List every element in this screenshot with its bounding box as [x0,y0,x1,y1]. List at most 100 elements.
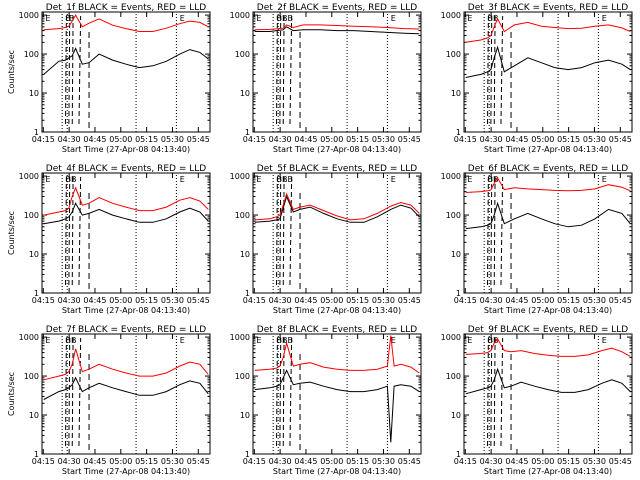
y-tick-label: 10 [240,411,250,420]
x-tick-label: 04:15 [243,296,266,305]
panel-6-frame [463,172,633,294]
x-tick-label: 04:30 [58,296,81,305]
panel-8-title: Det_8f BLACK = Events, RED = LLD [257,325,417,335]
event-marker-dashed [68,15,71,125]
event-marker-dashed [289,15,293,125]
x-tick-label: 04:15 [32,457,55,466]
y-tick-label: 10 [240,89,250,98]
x-tick-label: 05:00 [109,457,132,466]
y-tick-label: 100 [446,50,461,59]
panel-2-xlabel: Start Time (27-Apr-08 04:13:40) [273,145,401,154]
panel-7: Det_7f BLACK = Events, RED = LLD 1 10 100 10… [7,325,211,476]
event-marker-dashed [279,15,282,125]
panel-9: Det_9f BLACK = Events, RED = LLD 1 10 100 10… [441,325,633,476]
panel-6-xlabel: Start Time (27-Apr-08 04:13:40) [484,306,612,315]
events-series-line [465,367,631,395]
event-marker-label: E [45,175,50,184]
panel-5: Det_5f BLACK = Events, RED = LLD 1 10 100 10… [230,164,422,315]
x-tick-label: 05:15 [346,135,369,144]
panel-7-ylabel: Counts/sec [7,372,16,416]
y-tick-label: 1 [245,450,250,459]
x-tick-label: 05:30 [372,135,395,144]
panel-1: Det_1f BLACK = Events, RED = LLD 1 10 100 10… [7,3,211,154]
event-marker-dashed [490,176,493,286]
event-marker-dashed [282,176,285,286]
panel-3-xlabel: Start Time (27-Apr-08 04:13:40) [484,145,612,154]
y-tick-label: 100 [446,372,461,381]
event-marker-dashed [78,176,82,286]
x-tick-label: 05:00 [109,296,132,305]
x-tick-label: 05:00 [531,135,554,144]
y-tick-label: 100 [446,211,461,220]
y-tick-label: 100 [235,211,250,220]
event-marker-dashed [282,15,285,125]
event-marker-label: E [45,336,50,345]
y-tick-label: 1 [456,289,461,298]
event-marker-dashed [71,15,74,125]
x-tick-label: 04:30 [58,457,81,466]
x-tick-label: 05:00 [109,135,132,144]
event-marker-dashed [65,15,67,125]
x-tick-label: 05:00 [320,296,343,305]
x-tick-label: 05:45 [609,457,632,466]
y-tick-label: 1 [34,128,39,137]
lld-series-line [465,176,631,193]
x-tick-label: 04:30 [269,296,292,305]
event-marker-dashed [493,176,496,286]
y-tick-label: 1 [34,450,39,459]
y-tick-label: 100 [24,50,39,59]
x-tick-label: 04:30 [480,457,503,466]
y-tick-label: 10 [240,250,250,259]
x-tick-label: 04:45 [505,457,528,466]
lld-series-line [465,17,631,43]
x-tick-label: 05:00 [531,457,554,466]
panel-3: Det_3f BLACK = Events, RED = LLD 1 10 100 10… [441,3,633,154]
y-tick-label: 1000 [230,333,250,342]
panel-1-ylabel: Counts/sec [7,50,16,94]
panel-8: Det_8f BLACK = Events, RED = LLD 1 10 100 10… [230,325,422,476]
panel-5-frame [252,172,422,294]
x-tick-label: 05:45 [187,135,210,144]
panel-1-xlabel: Start Time (27-Apr-08 04:13:40) [62,145,190,154]
event-marker-label: E [391,336,396,345]
x-tick-label: 04:45 [83,457,106,466]
event-marker-dashed [289,176,293,286]
x-tick-label: 05:30 [583,296,606,305]
y-tick-label: 1 [456,128,461,137]
x-tick-label: 05:15 [557,135,580,144]
events-series-line [43,47,209,75]
x-tick-label: 04:15 [243,135,266,144]
x-tick-label: 05:15 [557,457,580,466]
event-marker-label: E [256,175,261,184]
x-tick-label: 04:45 [294,135,317,144]
x-tick-label: 05:30 [583,135,606,144]
panel-4-title: Det_4f BLACK = Events, RED = LLD [46,164,206,174]
y-tick-label: 100 [235,50,250,59]
panel-4-xlabel: Start Time (27-Apr-08 04:13:40) [62,306,190,315]
x-tick-label: 05:00 [531,296,554,305]
panel-9-frame [463,333,633,455]
event-marker-dashed [276,15,278,125]
y-tick-label: 10 [29,411,39,420]
event-marker-label: E [256,14,261,23]
event-marker-dashed [279,337,282,447]
event-marker-dashed [78,337,82,447]
event-marker-dashed [493,337,496,447]
event-marker-label: B [66,14,72,23]
x-tick-label: 04:45 [83,135,106,144]
event-marker-dashed [490,337,493,447]
panel-3-frame [463,11,633,133]
y-tick-label: 10 [451,250,461,259]
lld-series-line [254,335,420,374]
event-marker-dashed [71,337,74,447]
events-series-line [43,202,209,225]
panel-2-frame [252,11,422,133]
y-tick-label: 1000 [441,11,461,20]
x-tick-label: 04:45 [83,296,106,305]
event-marker-label: BB [488,336,499,345]
y-tick-label: 1 [456,450,461,459]
event-marker-label: B [69,14,75,23]
event-marker-dashed [276,337,278,447]
panel-7-frame [41,333,211,455]
event-marker-dashed [289,337,293,447]
